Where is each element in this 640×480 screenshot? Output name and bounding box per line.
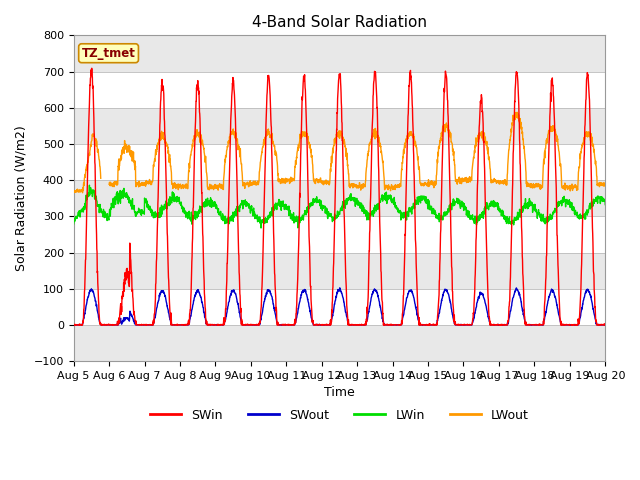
Bar	[74, 72, 605, 108]
Bar	[74, 180, 605, 216]
Bar	[74, 289, 605, 325]
Bar	[74, 108, 605, 144]
Bar	[74, 252, 605, 289]
Bar	[74, 325, 605, 361]
Text: TZ_tmet: TZ_tmet	[82, 47, 136, 60]
Y-axis label: Solar Radiation (W/m2): Solar Radiation (W/m2)	[15, 125, 28, 271]
Legend: SWin, SWout, LWin, LWout: SWin, SWout, LWin, LWout	[145, 404, 534, 427]
X-axis label: Time: Time	[324, 386, 355, 399]
Bar	[74, 216, 605, 252]
Title: 4-Band Solar Radiation: 4-Band Solar Radiation	[252, 15, 427, 30]
Bar	[74, 36, 605, 72]
Bar	[74, 144, 605, 180]
